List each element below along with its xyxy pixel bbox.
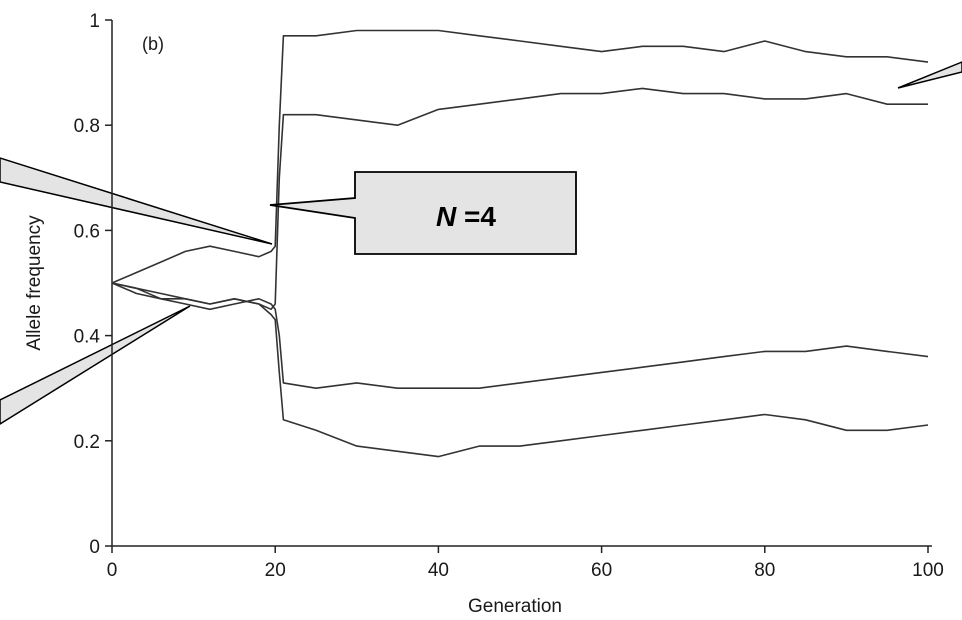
x-axis-ticks: 0 20 40 60 80 100 <box>107 546 944 581</box>
callout-box <box>269 171 577 255</box>
callout-pointer-left-upper <box>0 157 273 245</box>
x-tick-label: 20 <box>265 560 286 581</box>
series-line-3 <box>111 282 929 390</box>
y-tick-label: 0.2 <box>74 432 100 453</box>
y-tick-label: 0.6 <box>74 221 100 242</box>
panel-label: (b) <box>142 34 164 54</box>
y-axis-title: Allele frequency <box>24 215 45 351</box>
callout-rest-part: =4 <box>456 201 496 232</box>
callout-n4: N =4 <box>269 171 577 255</box>
y-tick-label: 0 <box>89 537 100 558</box>
callout-pointers <box>0 61 962 425</box>
x-axis-title: Generation <box>468 596 562 617</box>
callout-label: N =4 <box>436 201 496 232</box>
callout-pointer-right <box>897 61 962 89</box>
y-tick-label: 1 <box>89 11 100 32</box>
series-lines <box>111 29 929 458</box>
y-tick-label: 0.8 <box>74 116 100 137</box>
callout-italic-part: N <box>436 201 457 232</box>
y-axis-ticks: 0 0.2 0.4 0.6 0.8 1 <box>74 11 112 558</box>
callout-pointer-left-lower <box>0 305 191 425</box>
x-tick-label: 40 <box>428 560 449 581</box>
x-tick-label: 80 <box>754 560 775 581</box>
series-line-1 <box>111 29 929 284</box>
x-tick-label: 100 <box>912 560 944 581</box>
x-tick-label: 60 <box>591 560 612 581</box>
x-tick-label: 0 <box>107 560 118 581</box>
series-line-4 <box>111 282 929 458</box>
y-tick-label: 0.4 <box>74 327 101 348</box>
